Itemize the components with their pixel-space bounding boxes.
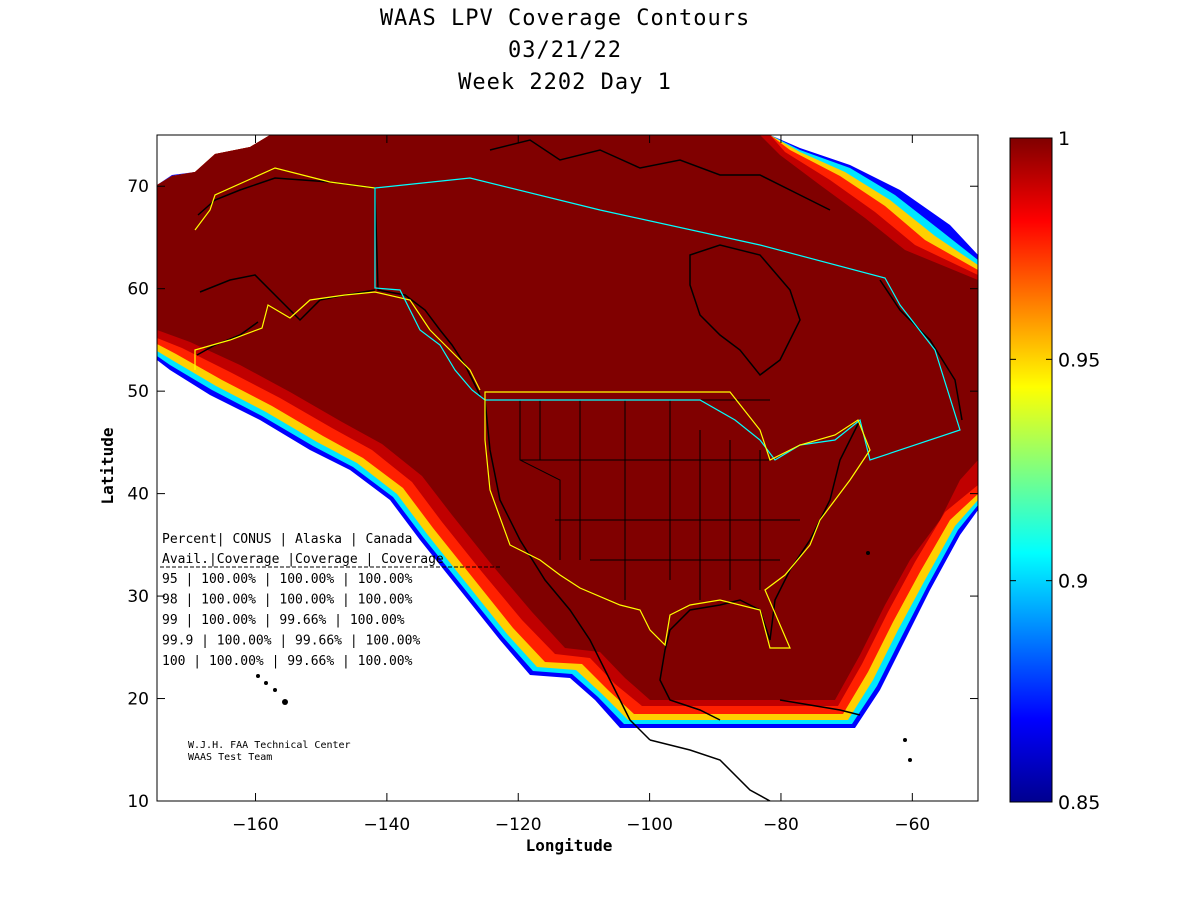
x-tick-label: −60 [894,815,930,835]
canada-outline [374,177,961,461]
us-state-boundaries [485,399,800,600]
x-tick-label: −120 [495,815,542,835]
y-tick-label: 10 [127,792,149,812]
plot-frame [156,134,979,802]
caribbean [779,699,861,716]
credit-line-2: WAAS Test Team [188,752,272,763]
y-axis-title: Latitude [98,427,117,504]
central-america [649,739,771,801]
y-tick-label: 40 [127,485,149,505]
islands [256,551,912,762]
region-outlines [194,167,961,649]
colorbar [1009,137,1053,803]
gulf-coast [659,599,771,721]
contour-max-coverage [157,135,978,700]
us-east-coast [769,419,861,641]
conus-outline [484,391,871,649]
y-tick-label: 50 [127,382,149,402]
x-axis: −160 −140 −120 −100 −80 −60 [232,135,930,835]
canada-arctic-islands [489,139,831,211]
table-row: 99.9 | 100.00% | 99.66% | 100.00% [162,634,420,649]
alaska-outline [194,291,481,391]
table-row: 98 | 100.00% | 100.00% | 100.00% [162,593,413,608]
x-tick-label: −140 [364,815,411,835]
coverage-contours [157,135,978,728]
credit-line-1: W.J.H. FAA Technical Center [188,740,351,751]
chart-title: WAAS LPV Coverage Contours [379,6,751,31]
chart-week-day: Week 2202 Day 1 [458,70,672,95]
x-tick-label: −80 [763,815,799,835]
table-row: 100 | 100.00% | 99.66% | 100.00% [162,654,413,669]
colorbar-tick-label: 1 [1058,128,1070,150]
x-tick-label: −160 [232,815,279,835]
y-axis: 10 20 30 40 50 60 70 [127,177,978,812]
table-header-1: Percent| CONUS | Alaska | Canada [162,532,412,547]
colorbar-tick-label: 0.85 [1058,792,1100,814]
coverage-table: Percent| CONUS | Alaska | Canada Avail.|… [160,532,500,669]
aleutians [196,321,259,356]
x-tick-label: −100 [626,815,673,835]
hudson-bay [689,244,801,377]
labrador-coast [879,279,963,421]
us-west-coast [484,399,651,741]
colorbar-tick-label: 0.95 [1058,349,1100,371]
chart-date: 03/21/22 [508,38,622,63]
colorbar-tick-label: 0.9 [1058,571,1088,593]
y-tick-label: 70 [127,177,149,197]
alaska-outline-north [194,167,376,231]
y-tick-label: 60 [127,280,149,300]
table-row: 95 | 100.00% | 100.00% | 100.00% [162,572,413,587]
x-axis-title: Longitude [526,836,613,855]
y-tick-label: 30 [127,587,149,607]
table-header-2: Avail.|Coverage |Coverage | Coverage [162,552,444,567]
y-tick-label: 20 [127,690,149,710]
colorbar-ticks: 1 0.95 0.9 0.85 [1010,128,1100,814]
alaska-coastline [197,177,481,396]
table-row: 99 | 100.00% | 99.66% | 100.00% [162,613,405,628]
